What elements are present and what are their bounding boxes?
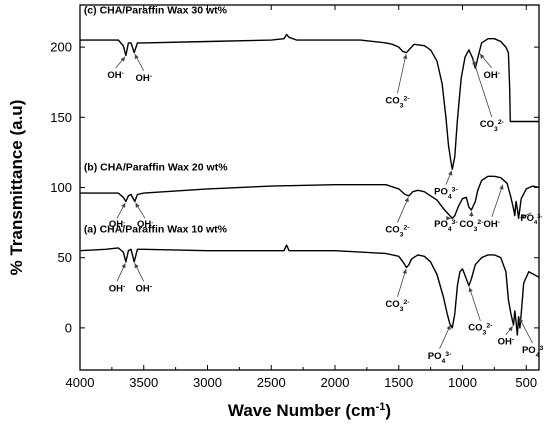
x-tick-label-6: 1000 [448,375,477,390]
annotation-arrowhead-17 [134,263,139,269]
series-line-2 [80,244,539,336]
y-tick-label-2: 100 [50,180,72,195]
annotation-sup: 2- [403,95,409,102]
x-axis-title: Wave Number (cm-1) [228,401,391,420]
y-tick-label-4: 200 [50,40,72,55]
series-group [80,33,539,336]
annotation-label-7: OH- [484,70,501,82]
annotation-sup: 2- [477,218,483,225]
annotation-arrowhead-14 [499,184,504,190]
annotation-arrow-11 [397,197,409,223]
x-tick-label-0: 4000 [66,375,95,390]
annotation-arrow-5 [397,54,407,94]
x-axis-title-sup: -1 [376,401,386,413]
annotation-sup: - [150,72,152,79]
annotation-arrowhead-12 [446,216,451,221]
x-tick-label-3: 2500 [257,375,286,390]
annotation-arrowhead-8 [472,59,477,65]
annotation-arrowhead-3 [120,56,126,62]
annotation-sub: 3 [494,126,498,133]
annotation-arrowhead-9 [121,202,126,208]
x-tick-label-5: 1500 [384,375,413,390]
annotation-label-14: OH- [484,218,501,230]
panel-label-1: (b) CHA/Paraffin Wax 20 wt% [84,162,228,174]
annotation-arrowhead-16 [121,263,126,269]
annotation-sup: 3- [452,218,458,225]
annotation-label-15: PO43- [520,213,542,226]
annotation-sub: 3 [474,225,478,232]
annotation-label-3: OH- [107,70,124,82]
x-tick-label-1: 3500 [129,375,158,390]
y-tick-label-1: 50 [58,250,72,265]
annotation-label-21: OH- [498,336,515,348]
y-axis-title: % Transmittance (a.u) [7,100,26,276]
annotation-sup: - [512,336,514,343]
annotation-arrowhead-15 [520,214,525,219]
x-tick-label-4: 2000 [321,375,350,390]
annotation-sup: 3 [539,345,543,352]
annotation-label-16: OH- [109,283,126,295]
x-tick-label-2: 3000 [193,375,222,390]
annotation-arrowhead-10 [135,202,140,208]
annotation-label-9: OH- [109,219,125,230]
series-line-1 [80,175,539,220]
annotation-sub: 3 [483,329,487,336]
annotation-arrowhead-11 [404,197,409,203]
annotation-arrow-8 [472,59,493,118]
annotation-arrowhead-22 [519,317,524,324]
annotation-sup: 3- [445,350,451,357]
y-tick-label-3: 150 [50,110,72,125]
annotation-arrowhead-6 [448,170,453,176]
x-tick-label-7: 500 [515,375,537,390]
annotation-arrowhead-13 [469,211,474,216]
series-line-0 [80,33,539,170]
annotation-sup: - [123,283,125,290]
panel-label-2: (a) CHA/Paraffin Wax 10 wt% [84,223,228,235]
annotation-sub: 4 [448,225,452,232]
annotation-sub: 4 [448,193,452,200]
annotation-arrowhead-5 [403,54,408,60]
annotation-sub: 4 [534,220,538,226]
panel-label-0: (c) CHA/Paraffin Wax 30 wt% [84,4,228,16]
annotation-sup: - [498,70,500,77]
annotation-arrowhead-7 [479,53,485,59]
annotation-sub: 4 [441,357,445,364]
annotation-sup: - [123,220,125,226]
annotation-arrow-14 [491,184,504,217]
annotation-sup: - [498,218,500,225]
annotation-label-17: OH- [135,283,152,295]
annotation-label-4: OH- [135,72,152,84]
annotation-sup: 2- [403,224,409,231]
x-axis-title-close: ) [385,401,391,420]
annotation-sup: 2- [486,322,492,329]
annotation-arrowhead-19 [446,325,451,331]
annotation-sup: 2- [403,298,409,305]
annotation-sub: 3 [400,102,404,109]
annotation-arrow-20 [468,287,481,321]
annotation-sup: 3- [537,214,542,220]
annotation-label-10: OH- [137,219,153,230]
axes-group: 4000 3500 3000 2500 2000 1500 1000 500 0 50 100 150… [7,4,540,420]
annotation-sub: 3 [400,305,404,312]
annotation-sup: - [150,283,152,290]
y-tick-label-0: 0 [65,320,72,335]
annotation-sup: 2- [498,119,504,126]
annotation-sup: - [151,220,153,226]
annotation-sup: - [122,70,124,77]
annotation-sup: 3- [452,186,458,193]
annotation-arrowhead-18 [402,268,407,274]
annotation-arrow-22 [518,317,533,344]
annotation-arrowhead-20 [468,287,473,293]
annotation-sub: 3 [400,231,404,238]
annotation-arrow-18 [397,268,407,297]
annotation-arrowhead-21 [508,326,513,332]
annotation-arrowhead-4 [134,54,139,60]
annotation-sub: 4 [536,352,540,359]
